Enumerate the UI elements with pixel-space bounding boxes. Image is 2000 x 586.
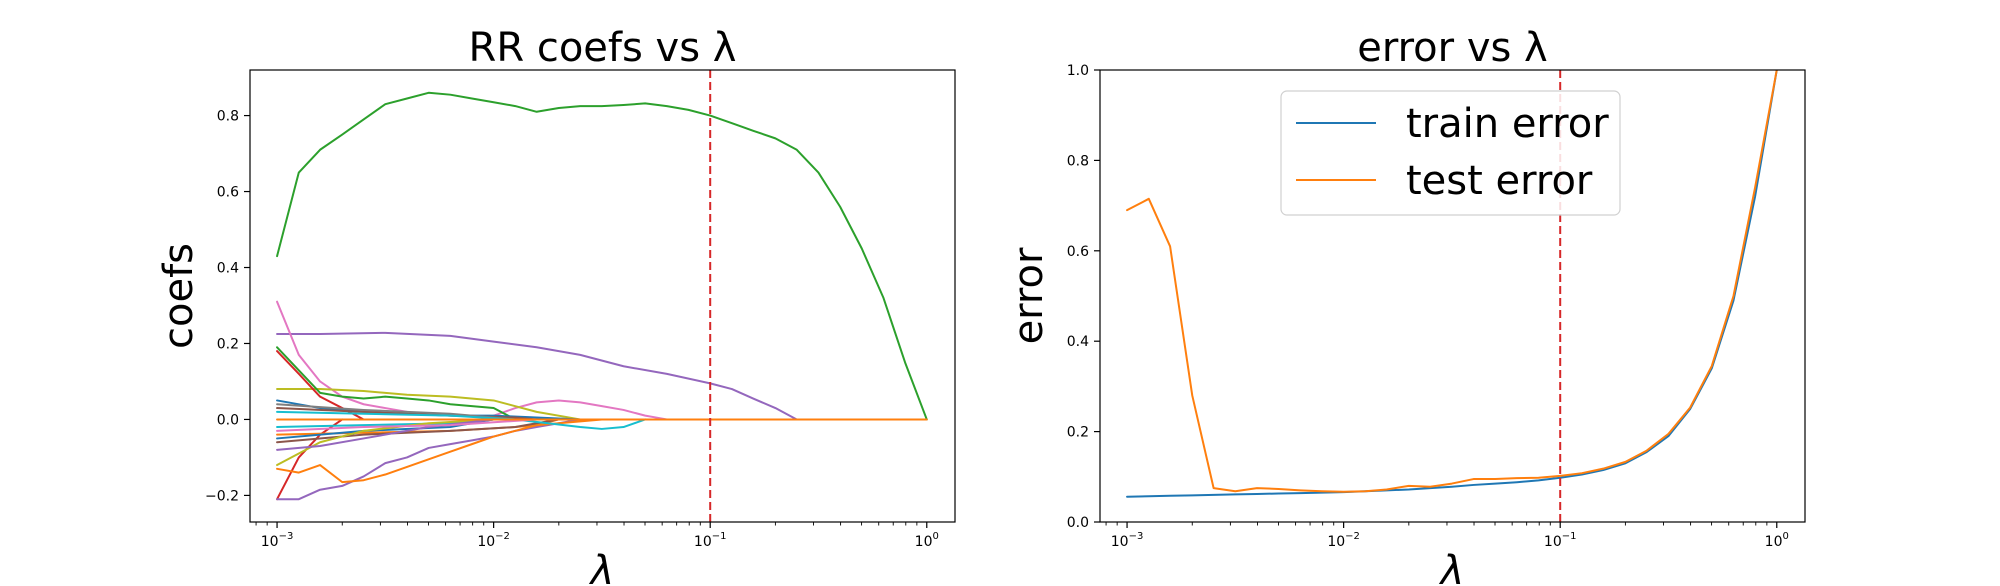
legend-label-train-error: train error — [1406, 101, 1609, 147]
y-tick-label: 1.0 — [1067, 63, 1089, 79]
x-tick-label: 10−3 — [1111, 531, 1144, 550]
x-tick-base: 10 — [1111, 534, 1129, 550]
series-line-coef-21 — [276, 418, 538, 432]
x-tick-label: 10−1 — [694, 531, 727, 550]
series-line-coef-2 — [276, 331, 798, 421]
y-tick-label: 0.2 — [1067, 425, 1089, 441]
x-tick-exponent: 0 — [1783, 531, 1789, 542]
x-tick-base: 10 — [477, 534, 495, 550]
x-tick-exponent: −1 — [712, 531, 727, 542]
plot-frame — [1099, 69, 1806, 523]
y-tick-label: 0.6 — [1067, 244, 1089, 260]
plot-frame — [249, 69, 956, 523]
y-tick-label: 0.0 — [217, 412, 239, 428]
x-tick-label: 10−2 — [1327, 531, 1360, 550]
x-axis-label: λ — [589, 548, 615, 586]
error-series-group — [1126, 70, 1778, 498]
series-line-coef-4 — [492, 399, 668, 421]
y-tick-label: 0.4 — [217, 261, 239, 277]
x-tick-label: 10−2 — [477, 531, 510, 550]
series-line-coef-1 — [276, 91, 928, 421]
series-line-coef-9 — [276, 418, 582, 501]
chart-title: error vs λ — [1357, 25, 1547, 71]
x-tick-label: 100 — [915, 531, 939, 550]
y-axis-label: error — [1006, 247, 1052, 344]
y-axis-label: coefs — [156, 243, 202, 349]
x-tick-exponent: −1 — [1562, 531, 1577, 542]
y-tick-label: 0.6 — [217, 185, 239, 201]
x-tick-label: 10−3 — [261, 531, 294, 550]
series-line-coef-6 — [276, 346, 517, 421]
x-tick-exponent: 0 — [932, 531, 938, 542]
series-line-train-error — [1126, 70, 1778, 498]
y-tick-label: 0.8 — [217, 109, 239, 125]
x-axis-label: λ — [1439, 548, 1465, 586]
x-tick-exponent: −3 — [1129, 531, 1144, 542]
x-tick-base: 10 — [1327, 534, 1345, 550]
y-tick-label: 0.4 — [1067, 334, 1089, 350]
series-line-coef-5 — [276, 388, 582, 421]
y-tick-label: 0.8 — [1067, 153, 1089, 169]
chart-legend: train error test error — [1280, 90, 1621, 216]
legend-label-test-error: test error — [1406, 158, 1593, 204]
x-tick-base: 10 — [261, 534, 279, 550]
x-tick-base: 10 — [1765, 534, 1783, 550]
y-tick-label: −0.2 — [205, 488, 239, 504]
x-tick-base: 10 — [915, 534, 933, 550]
x-tick-label: 100 — [1765, 531, 1789, 550]
y-tick-label: 0.2 — [217, 336, 239, 352]
x-tick-base: 10 — [694, 534, 712, 550]
series-line-coef-17 — [276, 410, 647, 430]
x-tick-base: 10 — [1544, 534, 1562, 550]
chart-title: RR coefs vs λ — [469, 25, 737, 71]
y-tick-label: 0.0 — [1067, 515, 1089, 531]
coefs-series-group — [276, 91, 928, 501]
x-tick-exponent: −2 — [495, 531, 510, 542]
series-line-coef-10 — [276, 418, 560, 484]
series-line-test-error — [1126, 70, 1778, 493]
series-line-coef-19 — [276, 418, 495, 467]
x-tick-exponent: −3 — [279, 531, 294, 542]
x-tick-label: 10−1 — [1544, 531, 1577, 550]
x-tick-exponent: −2 — [1345, 531, 1360, 542]
